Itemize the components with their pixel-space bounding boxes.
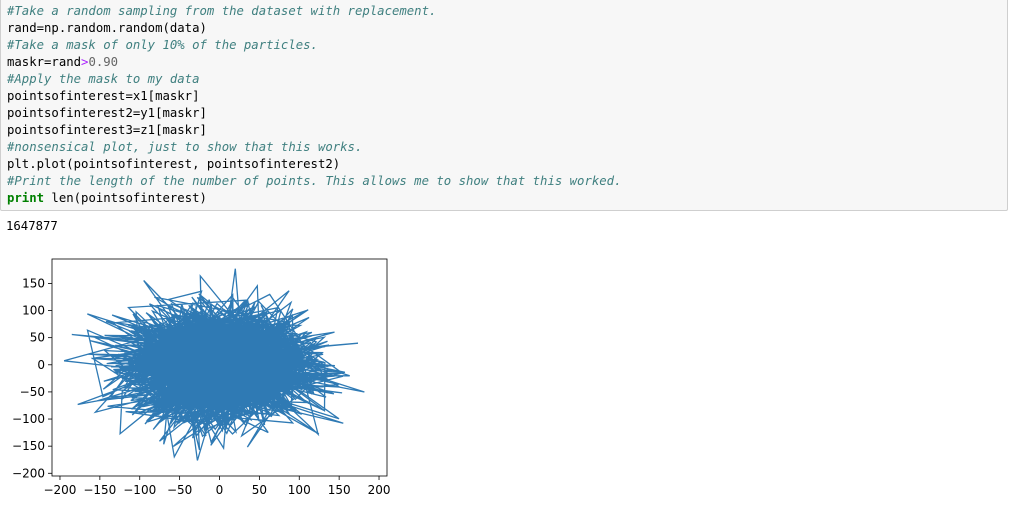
- code-comment: #Apply the mask to my data: [7, 72, 200, 86]
- y-tick-label: 0: [37, 358, 45, 372]
- code-line: pointsofinterest=x1[maskr]: [7, 88, 621, 105]
- code-line: plt.plot(pointsofinterest, pointsofinter…: [7, 156, 621, 173]
- y-tick-label: −150: [12, 439, 45, 453]
- y-tick-label: 150: [22, 276, 45, 290]
- y-tick-label: −100: [12, 412, 45, 426]
- code-text: pointsofinterest3=z1[maskr]: [7, 123, 207, 137]
- code-line: #Take a mask of only 10% of the particle…: [7, 37, 621, 54]
- code-line: #Take a random sampling from the dataset…: [7, 3, 621, 20]
- code-text: len(pointsofinterest): [44, 191, 207, 205]
- code-line: maskr=rand>0.90: [7, 54, 621, 71]
- code-line: rand=np.random.random(data): [7, 20, 621, 37]
- y-tick-label: 100: [22, 304, 45, 318]
- code-line: #Apply the mask to my data: [7, 71, 621, 88]
- code-text: rand=np.random.random(data): [7, 21, 207, 35]
- code-comment: #Print the length of the number of point…: [7, 174, 622, 188]
- code-operator: >: [81, 55, 89, 69]
- code-line: pointsofinterest3=z1[maskr]: [7, 122, 621, 139]
- code-text: pointsofinterest=x1[maskr]: [7, 89, 200, 103]
- line-plot: −200 −150 −100 −50 0 50 100 150 200 150 100 50 0 −50…: [12, 258, 390, 497]
- plot-lines: [63, 268, 365, 461]
- code-text: plt.plot(pointsofinterest, pointsofinter…: [7, 157, 341, 171]
- y-axis: 150 100 50 0 −50 −100 −150 −200: [12, 276, 52, 480]
- x-tick-label: −50: [167, 483, 192, 497]
- x-tick-label: 0: [216, 483, 224, 497]
- code-number: 0.90: [88, 55, 119, 69]
- code-line: #nonsensical plot, just to show that thi…: [7, 139, 621, 156]
- x-axis: −200 −150 −100 −50 0 50 100 150 200: [43, 476, 390, 497]
- x-tick-label: 50: [252, 483, 267, 497]
- code-keyword: print: [7, 191, 45, 205]
- output-text: 1647877: [6, 219, 58, 233]
- x-tick-label: −200: [43, 483, 76, 497]
- code-text: maskr=rand: [7, 55, 82, 69]
- code-line: #Print the length of the number of point…: [7, 173, 621, 190]
- x-tick-label: −100: [123, 483, 156, 497]
- code-line: print len(pointsofinterest): [7, 190, 621, 207]
- code-lines: #Take a random sampling from the dataset…: [7, 3, 621, 207]
- code-comment: #nonsensical plot, just to show that thi…: [7, 140, 363, 154]
- code-line: pointsofinterest2=y1[maskr]: [7, 105, 621, 122]
- x-tick-label: −150: [83, 483, 116, 497]
- x-tick-label: 100: [288, 483, 311, 497]
- y-tick-label: −50: [20, 385, 45, 399]
- x-tick-label: 150: [328, 483, 351, 497]
- y-tick-label: 50: [30, 331, 45, 345]
- code-text: pointsofinterest2=y1[maskr]: [7, 106, 207, 120]
- plot-output: −200 −150 −100 −50 0 50 100 150 200 150 100 50 0 −50…: [0, 250, 400, 505]
- code-cell[interactable]: #Take a random sampling from the dataset…: [0, 0, 1008, 211]
- x-tick-label: 200: [368, 483, 391, 497]
- code-comment: #Take a random sampling from the dataset…: [7, 4, 437, 18]
- y-tick-label: −200: [12, 466, 45, 480]
- code-comment: #Take a mask of only 10% of the particle…: [7, 38, 318, 52]
- series-line: [63, 268, 365, 461]
